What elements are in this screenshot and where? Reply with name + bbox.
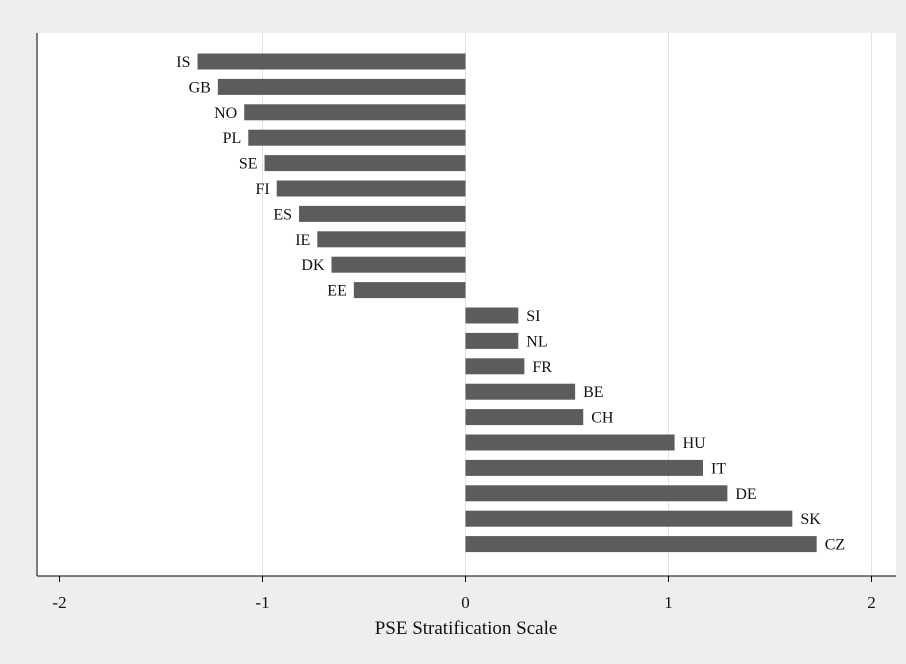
bar-label-hu: HU <box>683 435 707 452</box>
bar-fr <box>465 358 525 375</box>
bar-label-be: BE <box>583 384 603 401</box>
bar-label-fi: FI <box>255 181 269 198</box>
x-tick-label: -2 <box>52 593 66 612</box>
bar-gb <box>217 78 466 95</box>
bar-ie <box>317 231 466 248</box>
bar-fi <box>276 180 466 197</box>
bar-es <box>299 205 466 222</box>
bar-label-gb: GB <box>189 79 211 96</box>
bar-label-cz: CZ <box>825 537 845 554</box>
bar-ee <box>353 282 466 299</box>
x-axis-label: PSE Stratification Scale <box>375 618 558 639</box>
bar-si <box>465 307 519 324</box>
x-tick-label: 0 <box>461 593 470 612</box>
bar-label-ee: EE <box>327 283 347 300</box>
bar-label-sk: SK <box>800 511 821 528</box>
bar-dk <box>331 256 466 273</box>
bar-label-ch: CH <box>591 410 614 427</box>
bar-nl <box>465 332 519 349</box>
bar-pl <box>248 129 466 146</box>
x-axis-ticks: -2 -1 0 1 2 <box>52 576 876 612</box>
bar-label-pl: PL <box>223 130 242 147</box>
bar-be <box>465 383 576 400</box>
bar-se <box>264 155 466 172</box>
bar-label-no: NO <box>214 105 237 122</box>
bar-label-se: SE <box>239 156 258 173</box>
bar-label-dk: DK <box>301 257 325 274</box>
x-tick-label: 2 <box>867 593 876 612</box>
bar-label-de: DE <box>735 486 756 503</box>
bar-sk <box>465 510 793 527</box>
bar-label-nl: NL <box>526 333 547 350</box>
bar-ch <box>465 409 584 426</box>
bars <box>197 53 817 553</box>
bar-no <box>244 104 466 121</box>
bar-label-it: IT <box>711 460 726 477</box>
bar-hu <box>465 434 675 451</box>
bar-label-is: IS <box>176 54 190 71</box>
bar-label-es: ES <box>273 206 292 223</box>
bar-de <box>465 485 728 502</box>
x-tick-label: -1 <box>255 593 269 612</box>
bar-is <box>197 53 466 70</box>
bar-label-si: SI <box>526 308 540 325</box>
bar-cz <box>465 536 817 553</box>
bar-label-ie: IE <box>295 232 310 249</box>
x-tick-label: 1 <box>664 593 673 612</box>
bar-it <box>465 459 704 476</box>
bar-label-fr: FR <box>532 359 552 376</box>
